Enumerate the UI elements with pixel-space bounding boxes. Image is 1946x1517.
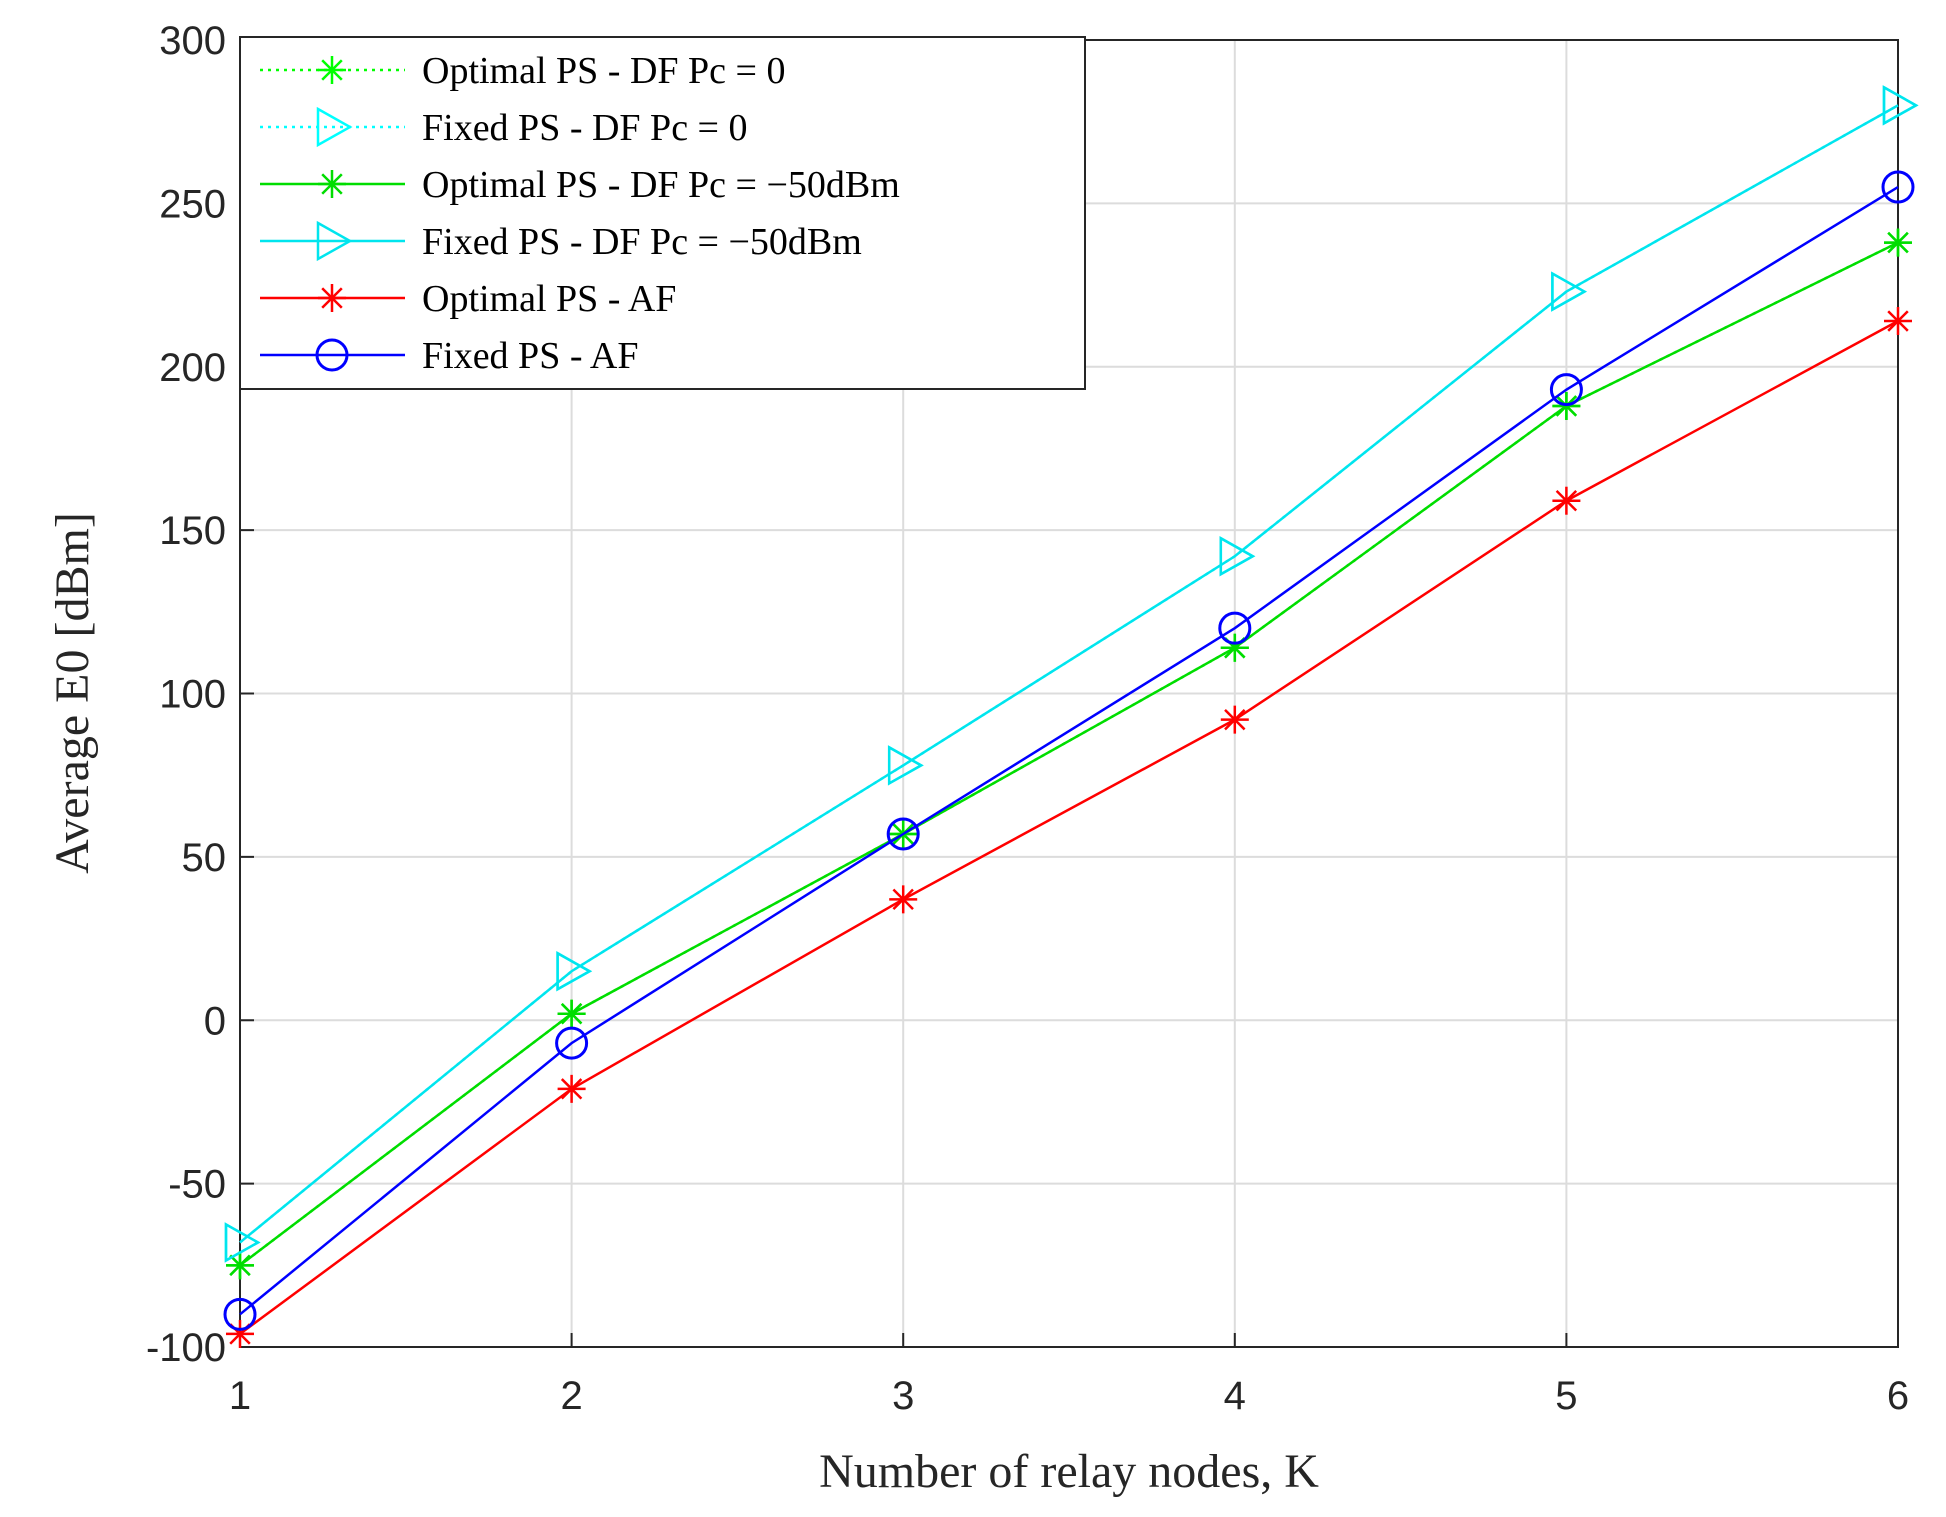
star-marker bbox=[1552, 486, 1581, 515]
legend-label: Fixed PS - AF bbox=[422, 335, 638, 377]
triangle-shape bbox=[1219, 536, 1256, 577]
star-stroke bbox=[1887, 231, 1909, 254]
series-line bbox=[239, 185, 1899, 1316]
y-tick-label: 50 bbox=[182, 836, 227, 880]
triangle-right-marker bbox=[316, 106, 353, 148]
circle-shape bbox=[555, 1026, 589, 1060]
series-2 bbox=[226, 228, 1912, 1280]
circle-marker bbox=[886, 817, 920, 851]
star-stroke bbox=[1555, 490, 1578, 512]
series-line bbox=[239, 104, 1899, 1244]
star-marker bbox=[318, 284, 346, 312]
triangle-right-marker bbox=[887, 745, 924, 786]
series-line bbox=[239, 241, 1899, 1267]
triangle-right-marker bbox=[1551, 271, 1587, 312]
y-axis-label: Average E0 [dBm] bbox=[46, 512, 99, 874]
star-marker bbox=[1220, 705, 1249, 734]
circle-marker bbox=[555, 1026, 589, 1060]
y-tick-label: 300 bbox=[159, 19, 226, 63]
star-marker bbox=[1884, 307, 1912, 336]
triangle-right-marker bbox=[556, 951, 593, 992]
circle-shape bbox=[1881, 170, 1915, 204]
star-marker bbox=[318, 56, 346, 84]
legend-entry: Optimal PS - AF bbox=[260, 278, 676, 320]
x-tick-label: 6 bbox=[1887, 1374, 1909, 1418]
star-stroke bbox=[321, 173, 343, 195]
star-stroke bbox=[229, 1254, 251, 1276]
legend-entry: Fixed PS - DF Pc = −50dBm bbox=[260, 220, 862, 263]
circle-marker bbox=[1549, 373, 1583, 407]
star-marker bbox=[318, 170, 346, 198]
circle-shape bbox=[1549, 373, 1583, 407]
series bbox=[223, 85, 1919, 1348]
series-4 bbox=[226, 307, 1912, 1348]
triangle-right-marker bbox=[316, 220, 353, 262]
star-marker bbox=[557, 1074, 586, 1103]
y-tick-label: 150 bbox=[159, 509, 226, 553]
legend-label: Fixed PS - DF Pc = 0 bbox=[422, 107, 748, 149]
y-tick-label: 250 bbox=[159, 182, 226, 226]
legend: Optimal PS - DF Pc = 0 Fixed PS - DF Pc =… bbox=[239, 36, 1086, 390]
circle-marker bbox=[1881, 170, 1915, 204]
triangle-right-marker bbox=[1219, 536, 1256, 577]
circle-shape bbox=[1218, 611, 1252, 645]
star-stroke bbox=[560, 1078, 583, 1100]
legend-box bbox=[239, 36, 1086, 390]
star-marker bbox=[889, 885, 918, 914]
legend-label: Optimal PS - DF Pc = 0 bbox=[422, 50, 785, 92]
y-tick-label: 200 bbox=[159, 346, 226, 390]
x-tick-label: 2 bbox=[560, 1374, 582, 1418]
x-tick-label: 3 bbox=[892, 1374, 914, 1418]
x-axis-label: Number of relay nodes, K bbox=[819, 1445, 1319, 1498]
y-tick-label: 100 bbox=[159, 673, 226, 717]
circle-shape bbox=[886, 817, 920, 851]
triangle-shape bbox=[1882, 85, 1919, 126]
triangle-shape bbox=[316, 106, 353, 148]
star-stroke bbox=[892, 888, 914, 911]
circle-marker bbox=[223, 1297, 257, 1331]
circle-shape bbox=[315, 338, 349, 372]
x-tick-label: 1 bbox=[229, 1374, 251, 1418]
triangle-shape bbox=[224, 1222, 261, 1263]
x-tick-label: 5 bbox=[1555, 1374, 1577, 1418]
legend-label: Optimal PS - AF bbox=[422, 278, 676, 320]
legend-label: Fixed PS - DF Pc = −50dBm bbox=[422, 221, 862, 263]
legend-entry: Optimal PS - DF Pc = −50dBm bbox=[260, 164, 900, 206]
triangle-shape bbox=[1882, 85, 1919, 126]
legend-entry: Fixed PS - DF Pc = 0 bbox=[260, 106, 748, 149]
ticks: 1 2 3 4 5 6 -100 -50 0 50 100 150 200 250 300 bbox=[146, 19, 1909, 1418]
y-tick-label: -50 bbox=[168, 1163, 226, 1207]
star-marker bbox=[1884, 228, 1912, 257]
star-stroke bbox=[1887, 310, 1909, 332]
star-stroke bbox=[1224, 708, 1246, 731]
x-tick-label: 4 bbox=[1224, 1374, 1246, 1418]
series-line bbox=[239, 319, 1899, 1335]
legend-entry: Optimal PS - DF Pc = 0 bbox=[260, 50, 785, 92]
y-tick-label: -100 bbox=[146, 1326, 226, 1370]
triangle-right-marker bbox=[1882, 85, 1919, 126]
triangle-right-marker bbox=[1882, 85, 1919, 126]
circle-marker bbox=[1218, 611, 1252, 645]
series-3 bbox=[224, 85, 1919, 1263]
series-5 bbox=[223, 170, 1915, 1331]
star-stroke bbox=[321, 287, 343, 309]
star-stroke bbox=[560, 1003, 583, 1025]
star-stroke bbox=[321, 59, 343, 81]
legend-label: Optimal PS - DF Pc = −50dBm bbox=[422, 164, 900, 206]
circle-shape bbox=[223, 1297, 257, 1331]
star-marker bbox=[226, 1251, 254, 1280]
circle-marker bbox=[315, 338, 349, 372]
legend-entry: Fixed PS - AF bbox=[260, 335, 638, 377]
triangle-shape bbox=[316, 220, 353, 262]
triangle-shape bbox=[887, 745, 924, 786]
triangle-right-marker bbox=[224, 1222, 261, 1263]
y-tick-label: 0 bbox=[204, 999, 226, 1043]
triangle-shape bbox=[556, 951, 593, 992]
star-marker bbox=[557, 999, 586, 1028]
triangle-shape bbox=[1551, 271, 1587, 312]
